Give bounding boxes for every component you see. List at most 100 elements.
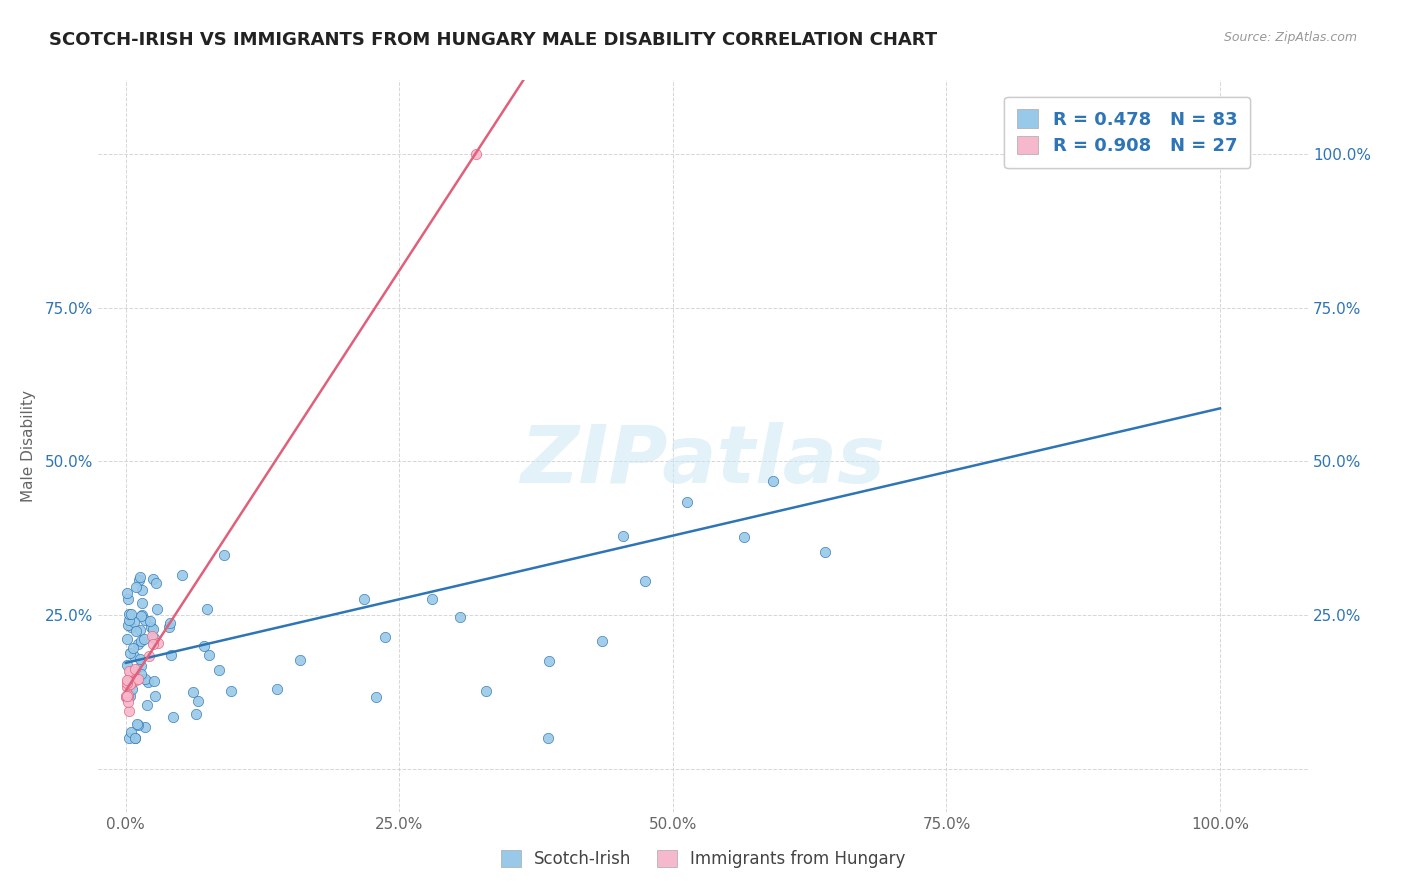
Point: [138, 648, 160, 663]
Point: [122, 672, 145, 686]
Point: [420, 591, 443, 606]
Point: [125, 673, 148, 688]
Point: [449, 610, 471, 624]
Point: [181, 684, 204, 698]
Point: [814, 545, 837, 559]
Point: [125, 624, 148, 639]
Point: [162, 710, 184, 724]
Point: [142, 674, 165, 689]
Point: [148, 636, 170, 650]
Point: [634, 574, 657, 589]
Point: [115, 675, 138, 690]
Point: [115, 690, 138, 705]
Point: [141, 629, 163, 643]
Text: Source: ZipAtlas.com: Source: ZipAtlas.com: [1223, 31, 1357, 45]
Point: [160, 648, 183, 662]
Point: [118, 613, 141, 627]
Point: [118, 704, 141, 718]
Point: [143, 690, 166, 704]
Legend: R = 0.478   N = 83, R = 0.908   N = 27: R = 0.478 N = 83, R = 0.908 N = 27: [1004, 96, 1250, 168]
Point: [136, 674, 159, 689]
Point: [129, 666, 152, 681]
Point: [142, 636, 165, 650]
Point: [475, 683, 498, 698]
Point: [139, 620, 162, 634]
Point: [121, 682, 143, 697]
Y-axis label: Male Disability: Male Disability: [21, 390, 37, 502]
Point: [139, 614, 162, 628]
Point: [115, 689, 138, 703]
Point: [128, 573, 150, 587]
Point: [170, 567, 193, 582]
Point: [762, 475, 785, 489]
Point: [146, 602, 169, 616]
Point: [120, 677, 142, 691]
Point: [115, 673, 138, 687]
Point: [374, 630, 396, 644]
Point: [120, 676, 142, 690]
Point: [131, 582, 153, 597]
Point: [135, 698, 157, 712]
Point: [1209, 147, 1232, 161]
Point: [131, 596, 153, 610]
Point: [195, 602, 218, 616]
Point: [118, 646, 141, 660]
Point: [127, 718, 149, 732]
Point: [159, 615, 181, 630]
Text: SCOTCH-IRISH VS IMMIGRANTS FROM HUNGARY MALE DISABILITY CORRELATION CHART: SCOTCH-IRISH VS IMMIGRANTS FROM HUNGARY …: [49, 31, 938, 49]
Point: [143, 631, 166, 645]
Point: [120, 725, 142, 739]
Point: [142, 573, 165, 587]
Point: [121, 664, 143, 678]
Point: [122, 615, 145, 630]
Point: [118, 731, 141, 745]
Point: [134, 673, 156, 687]
Point: [120, 607, 142, 621]
Point: [612, 529, 634, 543]
Point: [208, 663, 231, 677]
Point: [118, 673, 141, 687]
Point: [117, 657, 139, 672]
Point: [117, 695, 139, 709]
Point: [115, 632, 138, 647]
Point: [117, 617, 139, 632]
Text: ZIPatlas: ZIPatlas: [520, 422, 886, 500]
Point: [129, 608, 152, 623]
Point: [142, 622, 165, 636]
Point: [129, 658, 152, 673]
Point: [118, 665, 141, 679]
Point: [129, 634, 152, 648]
Point: [198, 648, 221, 662]
Point: [115, 689, 138, 703]
Point: [145, 575, 167, 590]
Point: [129, 570, 152, 584]
Point: [676, 495, 699, 509]
Point: [187, 693, 209, 707]
Point: [118, 666, 141, 681]
Point: [120, 690, 142, 704]
Point: [125, 580, 148, 594]
Point: [127, 637, 149, 651]
Point: [117, 673, 139, 688]
Point: [159, 620, 181, 634]
Point: [127, 717, 149, 731]
Point: [117, 689, 139, 703]
Point: [115, 586, 138, 600]
Point: [212, 548, 235, 562]
Point: [124, 731, 146, 745]
Point: [117, 688, 139, 702]
Point: [117, 592, 139, 607]
Point: [128, 623, 150, 637]
Point: [124, 731, 146, 745]
Point: [122, 640, 145, 655]
Point: [118, 607, 141, 621]
Point: [127, 672, 149, 686]
Point: [120, 619, 142, 633]
Point: [266, 681, 288, 696]
Point: [733, 530, 755, 544]
Point: [288, 653, 311, 667]
Point: [221, 684, 243, 698]
Point: [538, 654, 561, 668]
Point: [128, 652, 150, 666]
Point: [465, 147, 488, 161]
